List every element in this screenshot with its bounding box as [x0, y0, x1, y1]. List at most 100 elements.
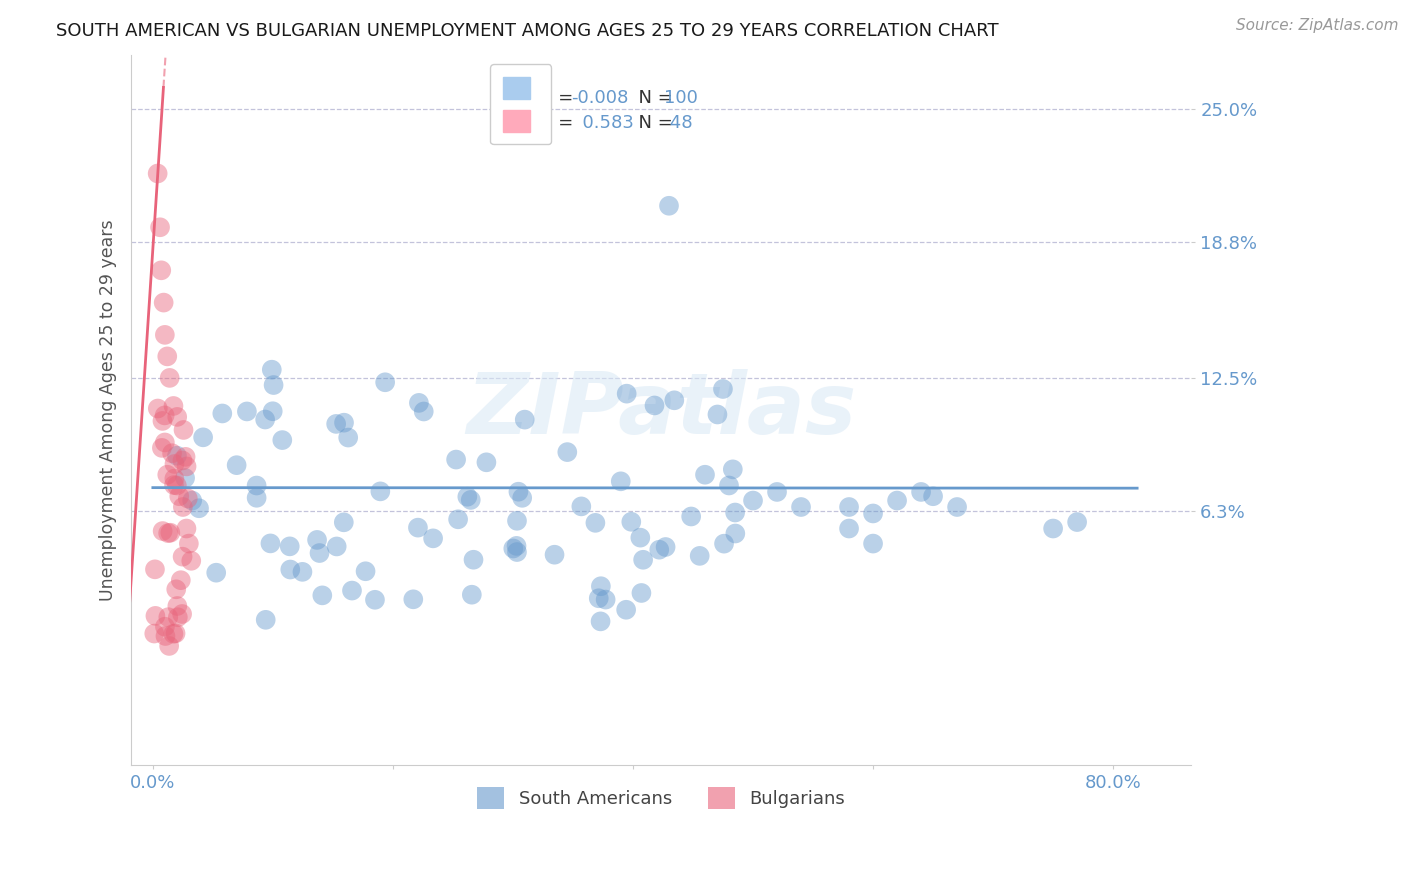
Point — [150, 263, 173, 277]
Point — [160, 446, 183, 460]
Point — [311, 588, 333, 602]
Point — [145, 608, 167, 623]
Point — [838, 522, 860, 536]
Point — [236, 404, 259, 418]
Text: Source: ZipAtlas.com: Source: ZipAtlas.com — [1236, 18, 1399, 33]
Point — [166, 409, 188, 424]
Text: R =: R = — [540, 113, 579, 132]
Point — [156, 350, 179, 364]
Text: N =: N = — [627, 113, 679, 132]
Point — [790, 500, 813, 514]
Point — [153, 620, 176, 634]
Text: ZIPatlas: ZIPatlas — [465, 368, 856, 451]
Point — [718, 478, 741, 492]
Point — [595, 592, 617, 607]
Point — [153, 409, 176, 423]
Point — [159, 525, 181, 540]
Point — [163, 457, 186, 471]
Point — [614, 603, 637, 617]
Point — [354, 564, 377, 578]
Point — [177, 491, 200, 506]
Point — [262, 404, 284, 418]
Point — [693, 467, 716, 482]
Point — [422, 532, 444, 546]
Point — [166, 610, 188, 624]
Point — [664, 393, 686, 408]
Point — [162, 627, 184, 641]
Point — [588, 591, 610, 606]
Point — [555, 445, 578, 459]
Point — [157, 610, 180, 624]
Point — [177, 536, 200, 550]
Point — [163, 478, 186, 492]
Point — [152, 295, 174, 310]
Point — [412, 404, 434, 418]
Point — [406, 521, 429, 535]
Point — [460, 492, 482, 507]
Point — [337, 431, 360, 445]
Point — [254, 613, 277, 627]
Point — [166, 478, 188, 492]
Point — [862, 507, 884, 521]
Point — [447, 512, 470, 526]
Point — [163, 472, 186, 486]
Point — [167, 489, 190, 503]
Point — [508, 484, 530, 499]
Point — [862, 536, 884, 550]
Point — [886, 493, 908, 508]
Point — [374, 376, 396, 390]
Point — [307, 533, 329, 547]
Point — [173, 423, 195, 437]
Text: 48: 48 — [665, 113, 693, 132]
Point — [333, 416, 356, 430]
Point — [156, 467, 179, 482]
Point — [910, 485, 932, 500]
Point — [146, 166, 169, 180]
Point — [1066, 515, 1088, 529]
Point — [157, 639, 180, 653]
Point — [648, 542, 671, 557]
Text: -0.008: -0.008 — [571, 89, 628, 107]
Point — [1042, 522, 1064, 536]
Point — [180, 554, 202, 568]
Point — [922, 489, 945, 503]
Point — [174, 450, 197, 464]
Point — [583, 516, 606, 530]
Point — [589, 579, 612, 593]
Point — [291, 565, 314, 579]
Point — [172, 549, 194, 564]
Point — [630, 586, 652, 600]
Point — [152, 524, 174, 538]
Point — [475, 455, 498, 469]
Point — [149, 220, 172, 235]
Point — [172, 607, 194, 621]
Point — [502, 541, 524, 556]
Point — [681, 509, 703, 524]
Point — [278, 562, 301, 576]
Point — [191, 430, 214, 444]
Text: 0.583: 0.583 — [571, 113, 634, 132]
Point — [166, 449, 188, 463]
Point — [170, 573, 193, 587]
Point — [225, 458, 247, 472]
Legend: South Americans, Bulgarians: South Americans, Bulgarians — [470, 780, 852, 816]
Point — [325, 540, 347, 554]
Point — [631, 553, 654, 567]
Point — [157, 526, 180, 541]
Point — [181, 493, 204, 508]
Text: SOUTH AMERICAN VS BULGARIAN UNEMPLOYMENT AMONG AGES 25 TO 29 YEARS CORRELATION C: SOUTH AMERICAN VS BULGARIAN UNEMPLOYMENT… — [56, 22, 998, 40]
Text: 100: 100 — [665, 89, 699, 107]
Point — [143, 562, 166, 576]
Point — [724, 526, 747, 541]
Point — [510, 491, 533, 505]
Point — [172, 453, 194, 467]
Point — [143, 626, 166, 640]
Point — [308, 546, 330, 560]
Point — [364, 592, 387, 607]
Point — [165, 626, 187, 640]
Point — [444, 452, 467, 467]
Point — [569, 500, 592, 514]
Point — [620, 515, 643, 529]
Point — [506, 545, 529, 559]
Point — [610, 475, 633, 489]
